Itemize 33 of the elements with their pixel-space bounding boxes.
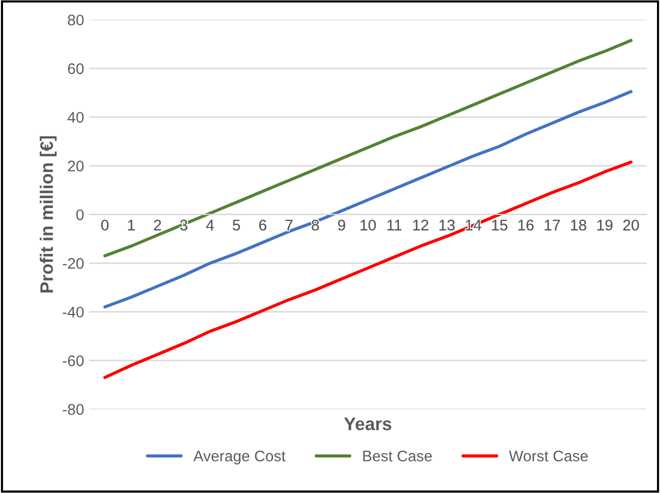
x-axis-title: Years	[344, 418, 392, 430]
x-tick-label: 17	[544, 220, 560, 230]
x-tick-label: 6	[259, 220, 266, 231]
y-tick-label: 20	[68, 160, 84, 172]
x-tick-label: 3	[180, 220, 188, 231]
y-tick-label: 40	[68, 112, 84, 123]
y-tick-label: 0	[76, 209, 84, 220]
x-tick-label: 20	[623, 220, 639, 231]
y-tick-label: -60	[62, 355, 84, 366]
legend-label: Best Case	[363, 450, 432, 462]
x-tick-label: 18	[571, 220, 586, 231]
y-tick-label: -80	[62, 404, 84, 415]
y-axis-title: Profit in million [€]	[40, 136, 57, 292]
x-tick-label: 0	[101, 220, 109, 231]
x-tick-label: 2	[154, 220, 161, 230]
x-tick-label: 9	[338, 220, 346, 231]
x-tick-label: 13	[440, 220, 455, 231]
x-tick-label: 7	[286, 220, 293, 230]
x-tick-label: 19	[597, 220, 612, 231]
x-tick-label: 10	[360, 220, 376, 231]
y-tick-label: 60	[68, 63, 84, 74]
y-tick-label: -40	[62, 306, 84, 318]
x-tick-label: 11	[387, 220, 402, 230]
x-tick-label: 5	[232, 220, 240, 231]
x-tick-label: 16	[518, 220, 534, 231]
x-tick-label: 12	[413, 220, 428, 230]
legend-label: Average Cost	[193, 450, 286, 464]
y-tick-label: -20	[62, 258, 84, 269]
x-tick-label: 15	[492, 220, 508, 231]
y-tick-label: 80	[68, 14, 84, 26]
x-tick-label: 1	[128, 220, 135, 230]
x-tick-label: 4	[206, 220, 214, 230]
legend-label: Worst Case	[508, 450, 588, 462]
